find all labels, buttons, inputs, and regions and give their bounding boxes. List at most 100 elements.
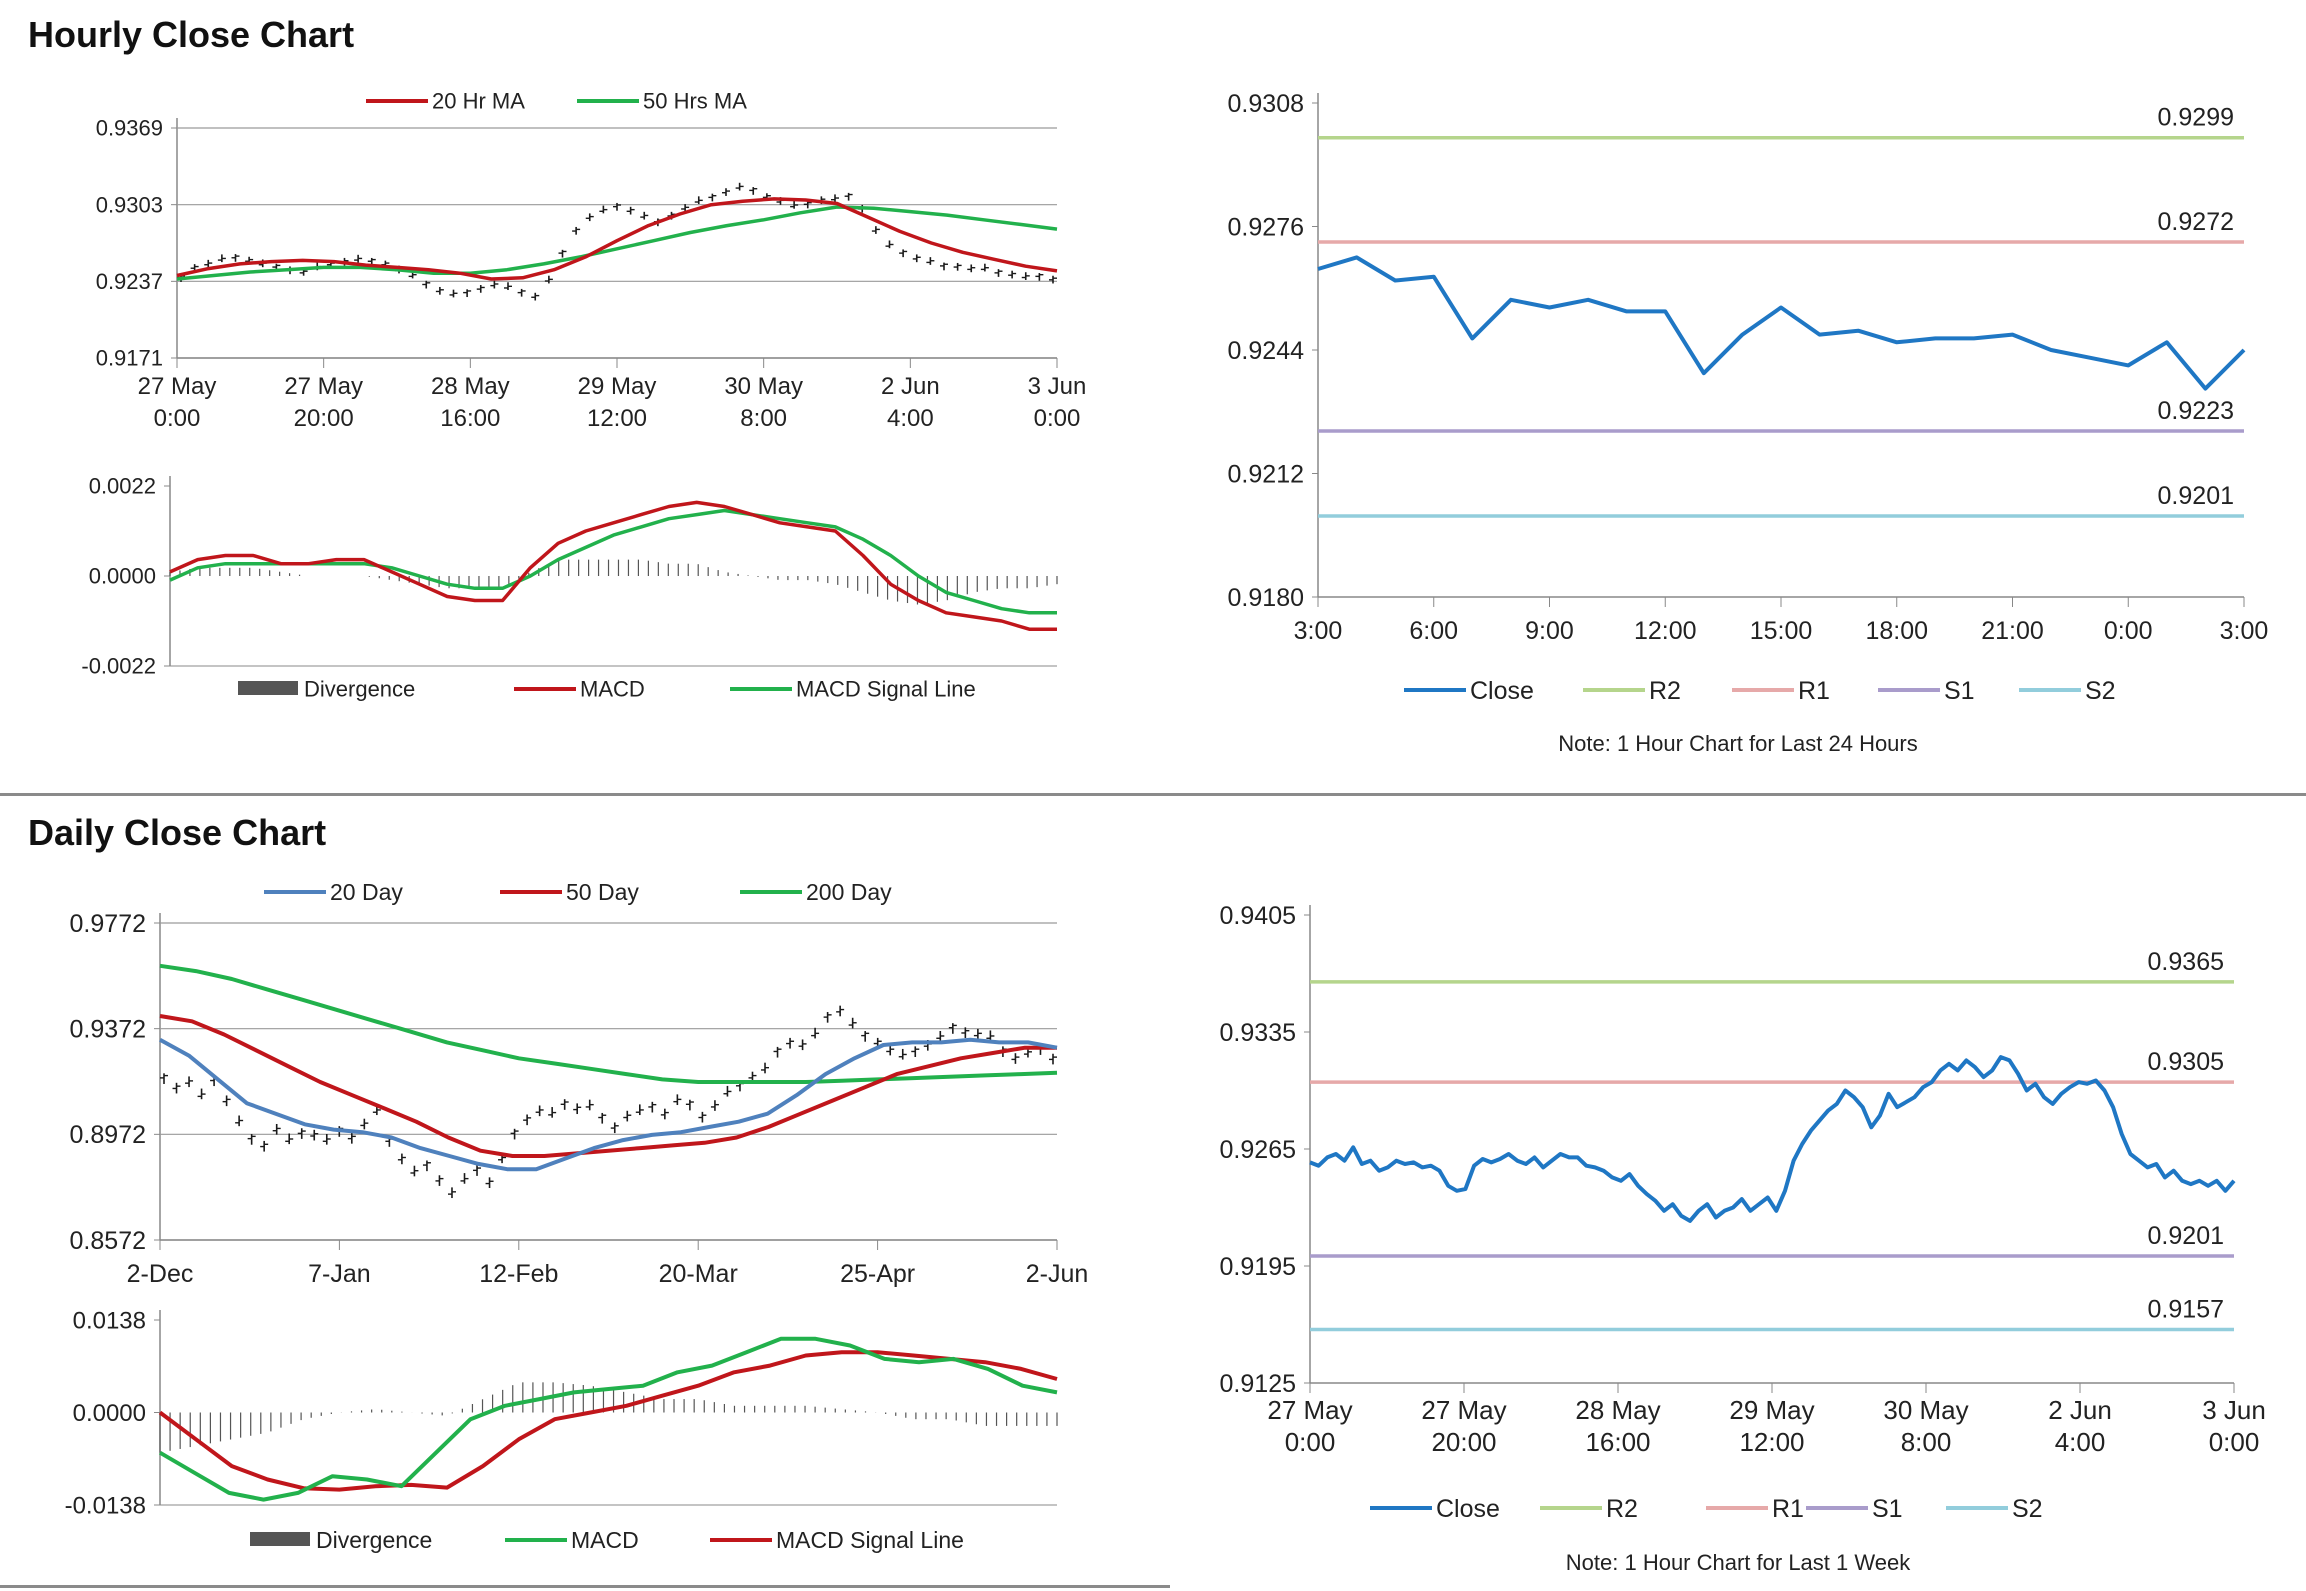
hm-macd-line (169, 500, 1057, 631)
dw-x-tick-label: 27 May (1267, 1395, 1352, 1425)
dw-y-tick-label: 0.9405 (1220, 902, 1296, 930)
h24-close-line (1317, 255, 2246, 391)
h24-legend-label: S1 (1944, 677, 1975, 705)
h24-note: Note: 1 Hour Chart for Last 24 Hours (1558, 731, 1918, 756)
hourly-section-title: Hourly Close Chart (28, 14, 355, 55)
h24-x-tick-label: 6:00 (1409, 617, 1458, 645)
dp-legend-label: 50 Day (566, 879, 639, 905)
dw-x-tick-label: 8:00 (1901, 1427, 1952, 1457)
bottom-divider (0, 1585, 1170, 1588)
h24-legend-label: R1 (1798, 677, 1830, 705)
dw-x-tick-label: 30 May (1883, 1395, 1968, 1425)
h24-y-tick-label: 0.9276 (1228, 213, 1304, 241)
dw-legend-label: S1 (1872, 1495, 1903, 1523)
dp-x-tick-label: 20-Mar (659, 1260, 738, 1288)
h24-legend-label: S2 (2085, 677, 2116, 705)
h24-y-tick-label: 0.9212 (1228, 460, 1304, 488)
dw-x-tick-label: 3 Jun (2202, 1395, 2266, 1425)
dw-x-tick-label: 2 Jun (2048, 1395, 2112, 1425)
h24-x-tick-label: 21:00 (1981, 617, 2044, 645)
dw-y-tick-label: 0.9125 (1220, 1370, 1296, 1398)
hm-legend-swatch (238, 681, 298, 695)
dm-legend-label: MACD Signal Line (776, 1527, 964, 1553)
dm-legend-label: Divergence (316, 1527, 432, 1553)
dw-level-label-r2: 0.9365 (2148, 948, 2224, 976)
dm-legend-swatch (250, 1532, 310, 1546)
dp-50day-line (159, 1014, 1057, 1158)
hm-legend-label: MACD (580, 677, 645, 702)
dp-x-tick-label: 7-Jan (308, 1260, 371, 1288)
dp-legend-label: 20 Day (330, 879, 403, 905)
h24-level-label-s2: 0.9201 (2158, 482, 2234, 510)
hp-y-tick-label: 0.9303 (96, 192, 163, 217)
hm-y-tick-label: -0.0022 (81, 654, 156, 679)
dm-legend-label: MACD (571, 1527, 639, 1553)
hp-x-tick-label: 0:00 (154, 405, 201, 432)
dm-signal-line (158, 1350, 1058, 1492)
dp-y-tick-label: 0.8972 (70, 1121, 146, 1149)
dm-y-tick-label: -0.0138 (65, 1492, 146, 1519)
dp-x-tick-label: 12-Feb (479, 1260, 558, 1288)
dw-x-tick-label: 20:00 (1431, 1427, 1496, 1457)
dp-x-tick-label: 2-Jun (1026, 1260, 1089, 1288)
dw-legend-label: S2 (2012, 1495, 2043, 1523)
h24-x-tick-label: 0:00 (2104, 617, 2153, 645)
dw-note: Note: 1 Hour Chart for Last 1 Week (1566, 1550, 1911, 1575)
dw-level-label-s2: 0.9157 (2148, 1296, 2224, 1324)
dp-y-tick-label: 0.9772 (70, 910, 146, 938)
h24-x-tick-label: 3:00 (1294, 617, 1343, 645)
hp-x-tick-label: 20:00 (294, 405, 354, 432)
hp-y-tick-label: 0.9237 (96, 269, 163, 294)
dm-macd-line (158, 1336, 1058, 1502)
hp-legend-label: 20 Hr MA (432, 89, 525, 114)
hp-x-tick-label: 12:00 (587, 405, 647, 432)
hp-legend-label: 50 Hrs MA (643, 89, 747, 114)
h24-y-tick-label: 0.9244 (1228, 337, 1305, 365)
h24-y-tick-label: 0.9308 (1228, 90, 1304, 118)
dm-y-tick-label: 0.0000 (73, 1400, 146, 1427)
h24-level-label-r1: 0.9272 (2158, 208, 2234, 236)
dp-y-tick-label: 0.8572 (70, 1227, 146, 1255)
hp-x-tick-label: 0:00 (1034, 405, 1081, 432)
dp-x-tick-label: 25-Apr (840, 1260, 915, 1288)
dw-x-tick-label: 28 May (1575, 1395, 1660, 1425)
h24-x-tick-label: 12:00 (1634, 617, 1697, 645)
dw-x-tick-label: 29 May (1729, 1395, 1814, 1425)
h24-level-label-r2: 0.9299 (2158, 104, 2234, 132)
dw-y-tick-label: 0.9195 (1220, 1253, 1296, 1281)
dm-y-tick-label: 0.0138 (73, 1307, 146, 1334)
dw-legend-label: Close (1436, 1495, 1500, 1523)
dp-legend-label: 200 Day (806, 879, 892, 905)
daily-section-title: Daily Close Chart (28, 812, 327, 853)
h24-x-tick-label: 9:00 (1525, 617, 1574, 645)
hp-y-tick-label: 0.9171 (96, 346, 163, 371)
hp-x-tick-label: 29 May (578, 373, 657, 400)
hp-x-tick-label: 27 May (138, 373, 217, 400)
hp-x-tick-label: 28 May (431, 373, 510, 400)
dw-x-tick-label: 27 May (1421, 1395, 1506, 1425)
hp-x-tick-label: 3 Jun (1028, 373, 1087, 400)
section-divider (0, 793, 2306, 796)
h24-legend-label: Close (1470, 677, 1534, 705)
dw-x-tick-label: 0:00 (2209, 1427, 2260, 1457)
dw-level-label-s1: 0.9201 (2148, 1222, 2224, 1250)
dw-legend-label: R2 (1606, 1495, 1638, 1523)
hp-ma20-line (176, 197, 1058, 281)
hp-x-tick-label: 8:00 (740, 405, 787, 432)
hp-x-tick-label: 30 May (724, 373, 803, 400)
dw-y-tick-label: 0.9265 (1220, 1136, 1296, 1164)
hm-legend-label: Divergence (304, 677, 415, 702)
dp-200day-line (159, 963, 1058, 1084)
hm-y-tick-label: 0.0000 (89, 564, 156, 589)
h24-x-tick-label: 15:00 (1750, 617, 1813, 645)
hp-x-tick-label: 27 May (284, 373, 363, 400)
dw-x-tick-label: 12:00 (1739, 1427, 1804, 1457)
dw-close-line (1309, 1055, 2236, 1223)
hp-x-tick-label: 4:00 (887, 405, 934, 432)
hp-x-tick-label: 16:00 (440, 405, 500, 432)
h24-y-tick-label: 0.9180 (1228, 584, 1304, 612)
dw-x-tick-label: 0:00 (1285, 1427, 1336, 1457)
dw-level-label-r1: 0.9305 (2148, 1048, 2224, 1076)
h24-x-tick-label: 3:00 (2220, 617, 2269, 645)
